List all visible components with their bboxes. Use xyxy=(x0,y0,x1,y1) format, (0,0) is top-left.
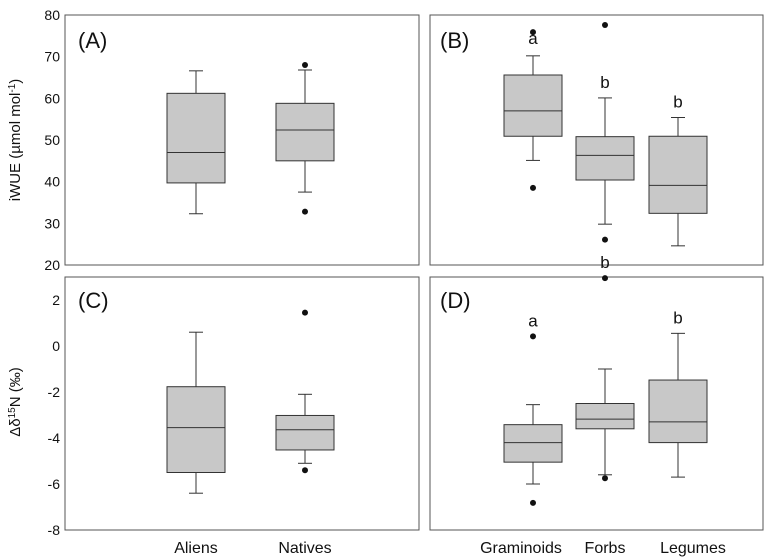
box-iqr xyxy=(648,135,708,214)
significance-letter: b xyxy=(600,73,609,92)
box-plot-marks: a b b a b b xyxy=(166,22,708,506)
box-group-natives xyxy=(275,62,335,215)
y-tick-labels-top: 20 30 40 50 60 70 80 xyxy=(44,7,60,273)
box-group-graminoids: a xyxy=(503,311,563,506)
x-label-legumes: Legumes xyxy=(660,540,726,557)
panel-a-label: (A) xyxy=(78,28,107,53)
box-iqr xyxy=(166,92,226,184)
y-tick-label: 40 xyxy=(44,174,60,190)
outlier-point xyxy=(302,62,308,68)
panel-c-label: (C) xyxy=(78,288,109,313)
box-iqr xyxy=(275,414,335,451)
box-group-legumes: b xyxy=(648,308,708,478)
y-tick-label: -6 xyxy=(48,476,61,492)
y-tick-label: 60 xyxy=(44,90,60,106)
outlier-point xyxy=(602,22,608,28)
box-group-forbs: b xyxy=(575,253,635,482)
panel-b-label: (B) xyxy=(440,28,469,53)
panel-d-label: (D) xyxy=(440,288,471,313)
outlier-point xyxy=(530,184,536,191)
panel-d-frame xyxy=(429,276,764,531)
box-group-forbs: b xyxy=(575,22,635,243)
y-tick-labels-bottom: -8 -6 -4 -2 0 2 xyxy=(48,292,61,538)
outlier-point xyxy=(302,467,308,474)
y-tick-label: -4 xyxy=(48,430,61,446)
outlier-point xyxy=(602,236,608,243)
panel-c-frame xyxy=(64,276,420,531)
box-group-natives xyxy=(275,309,335,474)
box-group-aliens xyxy=(166,331,226,494)
y-tick-label: 80 xyxy=(44,7,60,23)
y-tick-label: 30 xyxy=(44,215,60,231)
outlier-point xyxy=(530,499,536,506)
box-iqr xyxy=(166,386,226,473)
box-iqr xyxy=(275,102,335,162)
outlier-point xyxy=(302,309,308,316)
y-tick-label: 0 xyxy=(52,338,60,354)
y-tick-label: 20 xyxy=(44,257,60,273)
significance-letter: a xyxy=(528,311,538,330)
box-iqr xyxy=(503,424,563,463)
y-tick-label: -8 xyxy=(48,522,61,538)
significance-letter: b xyxy=(600,253,609,272)
significance-letter: b xyxy=(673,308,682,327)
outlier-point xyxy=(530,29,536,36)
panel-b-frame xyxy=(429,14,764,266)
x-label-forbs: Forbs xyxy=(585,540,626,557)
box-group-legumes: b xyxy=(648,93,708,247)
box-iqr xyxy=(503,74,563,137)
box-group-graminoids: a xyxy=(503,29,563,191)
x-label-aliens: Aliens xyxy=(174,540,218,557)
y-axis-title-top: iWUE (µmol mol-1) xyxy=(7,79,25,202)
y-tick-label: 70 xyxy=(44,49,60,65)
outlier-point xyxy=(602,275,608,282)
box-iqr xyxy=(575,403,635,430)
y-axis-title-bottom: Δδ15N (‰) xyxy=(7,367,25,437)
y-tick-label: 2 xyxy=(52,292,60,308)
x-label-natives: Natives xyxy=(278,540,331,557)
box-iqr xyxy=(648,379,708,444)
outlier-point xyxy=(530,333,536,340)
significance-letter: a xyxy=(528,29,538,48)
y-tick-label: 50 xyxy=(44,132,60,148)
box-group-aliens xyxy=(166,70,226,215)
significance-letter: b xyxy=(673,93,682,112)
y-tick-label: -2 xyxy=(48,384,61,400)
x-label-graminoids: Graminoids xyxy=(480,540,562,557)
panel-a-frame xyxy=(64,14,420,266)
outlier-point xyxy=(602,475,608,482)
box-iqr xyxy=(575,136,635,181)
outlier-point xyxy=(302,208,308,215)
